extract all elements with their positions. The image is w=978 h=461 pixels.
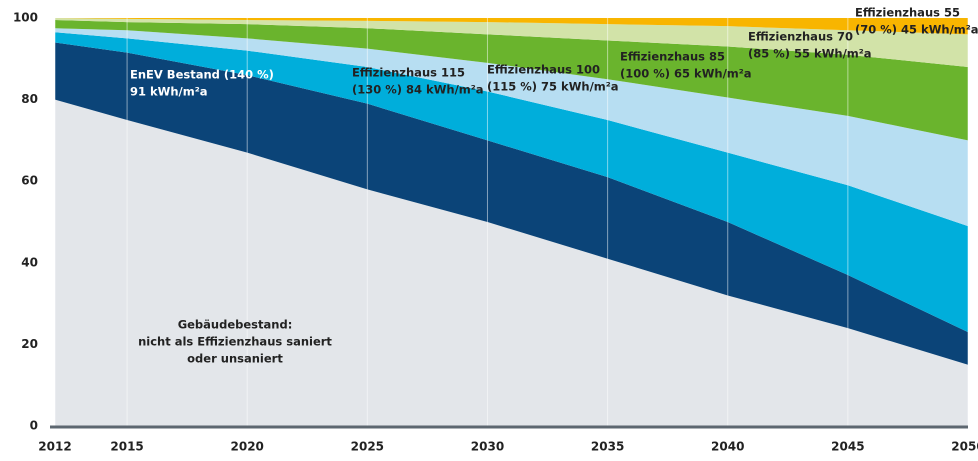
y-tick-label: 100 [13,11,38,25]
series-label: Effizienzhaus 85 [620,50,725,64]
series-label: (85 %) 55 kWh/m²a [748,47,872,61]
area [55,18,968,35]
x-tick-label: 2025 [351,440,384,454]
series-label: nicht als Effizienzhaus saniert [138,335,332,349]
y-tick-label: 0 [30,419,38,433]
y-tick-label: 60 [21,174,38,188]
series-label: Effizienzhaus 115 [352,66,465,80]
series-label: EnEV Bestand (140 %) [130,68,274,82]
series-label: Gebäudebestand: [178,318,293,332]
x-tick-label: 2020 [231,440,264,454]
series-label: 91 kWh/m²a [130,85,208,99]
area [55,32,968,333]
series-label: (70 %) 45 kWh/m²a [855,23,978,37]
x-tick-label: 2050 [951,440,978,454]
y-tick-label: 80 [21,92,38,106]
area [55,99,968,426]
area [55,18,968,67]
area [55,28,968,227]
area [55,20,968,141]
series-label: Effizienzhaus 55 [855,6,960,20]
area [55,42,968,365]
series-label: (100 %) 65 kWh/m²a [620,67,752,81]
y-tick-label: 40 [21,255,38,269]
x-tick-label: 2015 [110,440,143,454]
x-tick-label: 2030 [471,440,504,454]
series-label: Effizienzhaus 100 [487,63,600,77]
series-label: Effizienzhaus 70 [748,30,853,44]
x-tick-label: 2045 [831,440,864,454]
series-label: (115 %) 75 kWh/m²a [487,80,619,94]
series-label: (130 %) 84 kWh/m²a [352,83,484,97]
x-tick-label: 2040 [711,440,744,454]
x-tick-label: 2012 [38,440,71,454]
y-tick-label: 20 [21,337,38,351]
series-label: oder unsaniert [187,352,283,366]
x-tick-label: 2035 [591,440,624,454]
